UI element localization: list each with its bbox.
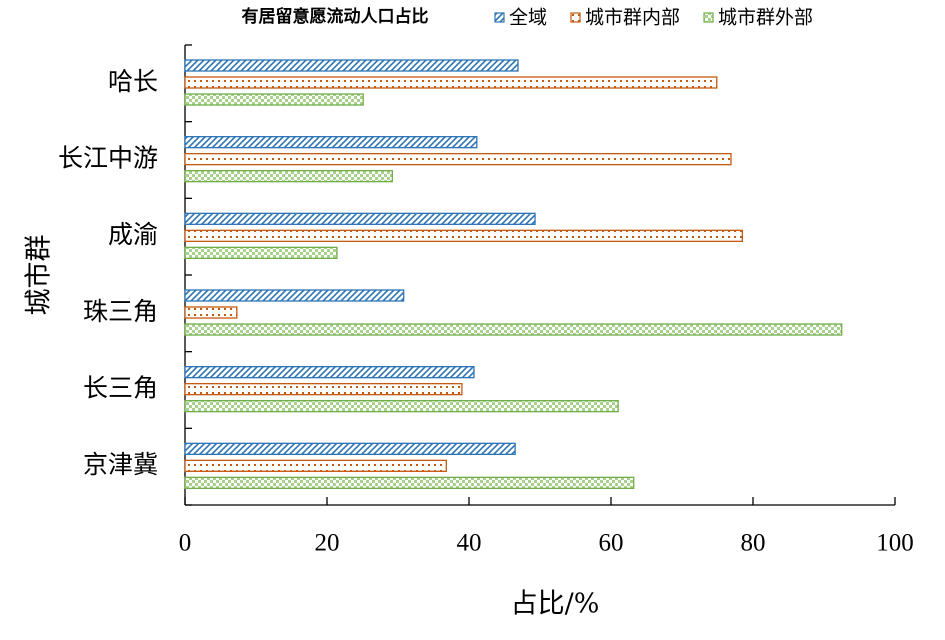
bar [184,229,743,242]
bar [184,289,405,302]
bar [184,306,238,319]
y-tick-label: 长三角 [83,374,158,403]
y-tick-label: 哈长 [108,67,158,96]
legend-label: 城市群内部 [585,7,680,29]
bar [184,136,478,149]
x-tick-label: 20 [315,530,340,557]
bar [184,59,519,72]
bar [184,442,516,455]
legend-swatch [570,12,581,23]
y-tick-label: 成渝 [108,220,158,249]
legend-label: 全域 [509,7,547,29]
y-tick-label: 珠三角 [83,297,158,326]
bar [184,476,635,489]
bar [184,246,338,259]
bar [184,76,718,89]
bar [184,153,732,166]
x-tick-label: 0 [179,530,192,557]
y-tick-label: 长江中游 [58,144,158,173]
x-tick-label: 100 [876,530,914,557]
x-tick-label: 60 [599,530,624,557]
bar [184,170,393,183]
x-tick-label: 40 [457,530,482,557]
legend-swatch [494,12,505,23]
bar [184,459,447,472]
bar [184,383,463,396]
bar [184,400,619,413]
x-axis-label: 占比/% [511,589,600,620]
y-tick-label: 京津冀 [83,450,158,479]
y-axis-label: 城市群 [24,235,55,316]
chart-title: 有居留意愿流动人口占比 [242,6,429,27]
bar [184,93,364,106]
bar [184,323,843,336]
x-tick-label: 80 [741,530,766,557]
bar [184,212,536,225]
legend-swatch [703,12,714,23]
legend-label: 城市群外部 [718,7,813,29]
bar [184,366,475,379]
